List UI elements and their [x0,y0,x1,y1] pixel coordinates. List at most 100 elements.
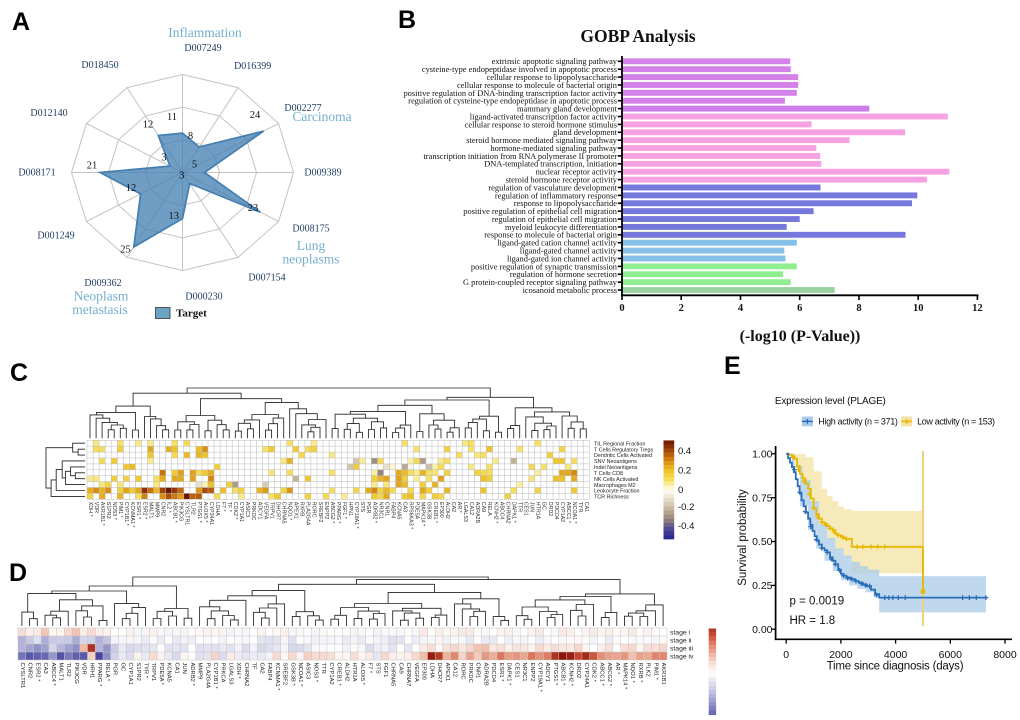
svg-text:CREB1 *: CREB1 * [336,663,342,687]
svg-text:PRKDC: PRKDC [250,502,256,521]
svg-text:positive regulation of epithel: positive regulation of epithelial cell m… [463,207,618,216]
svg-text:Neoplasm: Neoplasm [74,289,129,304]
svg-text:(-log10 (P-Value)): (-log10 (P-Value)) [740,328,861,345]
svg-text:CHRNA5: CHRNA5 [281,502,287,524]
svg-text:RXRB: RXRB [299,502,305,517]
svg-text:CES1: CES1 [523,502,529,516]
svg-text:-0.4: -0.4 [678,521,694,532]
svg-text:0.2: 0.2 [678,466,691,477]
svg-text:cellular response to steroid h: cellular response to steroid hormone sti… [465,120,617,129]
svg-text:D000230: D000230 [185,292,222,303]
svg-text:stage iii: stage iii [670,645,694,652]
svg-text:ALDH2: ALDH2 [343,663,349,682]
svg-text:ADCY1: ADCY1 [256,502,262,520]
svg-text:10: 10 [913,303,924,314]
svg-text:SREBF2: SREBF2 [317,502,323,523]
svg-text:A: A [12,8,30,36]
svg-text:G protein-coupled receptor sig: G protein-coupled receptor signaling pat… [463,278,618,287]
svg-text:Indel Neoantigens: Indel Neoantigens [594,465,638,471]
svg-text:Lung: Lung [297,238,326,253]
svg-text:C: C [10,359,28,387]
svg-text:CYP1A1: CYP1A1 [238,502,244,522]
svg-text:Leukocyte Fraction: Leukocyte Fraction [594,489,640,495]
svg-text:CYSLTR1: CYSLTR1 [19,663,25,689]
svg-text:EP300: EP300 [421,663,427,680]
svg-text:D016399: D016399 [234,61,271,72]
svg-text:CES1: CES1 [513,663,519,678]
svg-text:-0.2: -0.2 [678,502,694,513]
svg-text:transcription initiation from: transcription initiation from RNA polyme… [423,152,617,161]
svg-text:ESR1 *: ESR1 * [135,502,141,519]
svg-text:HTR1A: HTR1A [535,502,541,520]
svg-text:regulation of epithelial cell: regulation of epithelial cell migration [492,215,618,224]
svg-text:11: 11 [167,112,177,123]
svg-text:0.75: 0.75 [752,492,773,504]
svg-text:23: 23 [248,203,259,214]
svg-text:STS: STS [374,663,380,674]
svg-text:PGR: PGR [365,502,371,514]
svg-text:XDH *: XDH * [235,663,241,680]
svg-text:High activity (n = 371): High activity (n = 371) [818,417,898,427]
svg-text:8000: 8000 [993,649,1017,661]
svg-text:HPN1: HPN1 [347,502,353,516]
svg-text:PDCD4: PDCD4 [490,663,496,683]
svg-text:CA2: CA2 [450,502,456,512]
svg-text:24: 24 [250,110,261,121]
svg-text:HR = 1.8: HR = 1.8 [790,615,836,627]
svg-text:HRH1: HRH1 [88,663,94,679]
svg-text:stage iv: stage iv [670,653,694,660]
svg-text:RXRB *: RXRB * [637,663,643,684]
svg-text:ESR2 *: ESR2 * [141,502,147,519]
svg-text:GSK3B: GSK3B [426,502,432,520]
svg-text:ASIC3: ASIC3 [244,502,250,517]
svg-text:NQO1 *: NQO1 * [629,663,635,684]
svg-text:AKR1B1 *: AKR1B1 * [99,502,105,526]
svg-text:KCNH2 *: KCNH2 * [567,663,573,687]
svg-text:VDR: VDR [81,663,87,675]
svg-text:p = 0.0019: p = 0.0019 [790,596,845,608]
svg-text:8: 8 [856,303,861,314]
svg-text:12: 12 [126,183,137,194]
svg-text:CYP24A1: CYP24A1 [583,663,589,688]
svg-text:2000: 2000 [829,649,853,661]
svg-text:0.00: 0.00 [752,624,773,636]
svg-text:D008175: D008175 [292,224,329,235]
svg-text:VDR: VDR [93,502,99,513]
svg-text:ligand-gated ion channel activ: ligand-gated ion channel activity [507,254,618,263]
svg-text:1.00: 1.00 [752,449,773,461]
svg-text:12: 12 [972,303,983,314]
svg-text:T Cells CD8: T Cells CD8 [594,471,623,477]
svg-text:DAPK1 *: DAPK1 * [506,663,512,687]
svg-text:RORC: RORC [311,502,317,518]
svg-text:3: 3 [179,171,184,182]
svg-text:stage i: stage i [670,629,691,636]
svg-text:3: 3 [161,152,166,163]
svg-text:ligand-activated transcription: ligand-activated transcription factor ac… [470,112,618,121]
svg-text:CYP19A1 *: CYP19A1 * [353,502,359,529]
svg-text:AKR1B1: AKR1B1 [660,663,666,685]
svg-text:NR3C1: NR3C1 [521,663,527,682]
svg-text:E: E [724,352,741,380]
svg-text:DRD2: DRD2 [575,663,581,679]
svg-text:IL2 *: IL2 * [166,502,172,513]
svg-text:icosanoid metabolic process: icosanoid metabolic process [523,286,617,295]
svg-text:RPS6KA3 *: RPS6KA3 * [408,502,414,529]
svg-text:GC: GC [119,663,125,672]
svg-text:regulation of inflammatory res: regulation of inflammatory response [495,191,617,200]
svg-text:0.50: 0.50 [752,536,773,548]
svg-text:VEGFA: VEGFA [413,663,419,682]
svg-text:CYSLTR1: CYSLTR1 [184,502,190,526]
svg-text:4000: 4000 [884,649,908,661]
svg-text:TF: TF [251,663,257,671]
svg-text:neoplasms: neoplasms [283,252,340,267]
svg-text:CHRNA7: CHRNA7 [405,663,411,687]
svg-text:PIM1 *: PIM1 * [652,663,658,681]
svg-text:D012140: D012140 [30,108,67,119]
svg-text:PRKCA: PRKCA [220,663,226,683]
svg-text:extrinsic apoptotic signaling: extrinsic apoptotic signaling pathway [492,57,618,66]
svg-text:ADRB2 *: ADRB2 * [189,663,195,687]
svg-text:D002277: D002277 [284,103,321,114]
svg-text:B: B [398,6,416,34]
svg-text:CYP1B1 *: CYP1B1 * [212,663,218,690]
svg-text:MMP9: MMP9 [197,663,203,680]
